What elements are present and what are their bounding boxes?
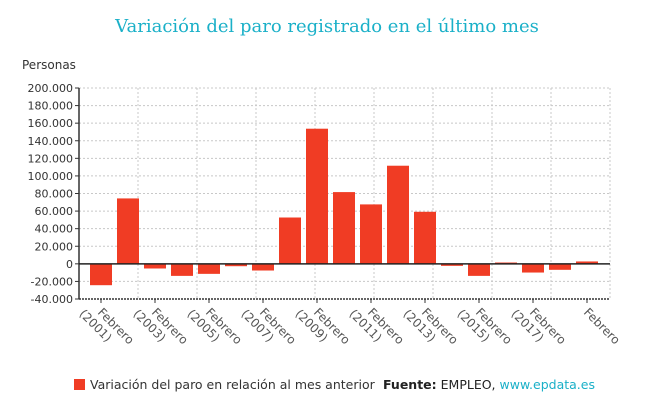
bar: [387, 165, 409, 264]
y-tick-label: 0: [66, 258, 73, 271]
y-tick-label: 100.000: [28, 170, 74, 183]
x-tick-label: Febrero(2011): [346, 297, 406, 357]
y-tick-label: 200.000: [28, 82, 74, 95]
bar: [522, 263, 544, 273]
y-axis-label: Personas: [22, 58, 76, 72]
y-tick-label: 60.000: [35, 205, 74, 218]
y-tick-label: 160.000: [28, 117, 74, 130]
bar: [306, 128, 328, 264]
legend-label: Variación del paro en relación al mes an…: [90, 377, 375, 392]
bar: [225, 263, 247, 267]
x-tick-label: Febrero: [581, 305, 623, 347]
y-tick-label: -20.000: [31, 275, 73, 288]
x-tick-label: Febrero(2015): [454, 297, 514, 357]
y-tick-label: 120.000: [28, 152, 74, 165]
y-tick-label: 40.000: [35, 223, 74, 236]
bar: [441, 263, 463, 266]
bar: [198, 263, 220, 274]
bar: [576, 261, 598, 264]
x-tick-label: Febrero(2001): [76, 297, 136, 357]
y-tick-label: 180.000: [28, 100, 74, 113]
y-tick-label: -40.000: [31, 293, 73, 306]
x-tick-label: Febrero(2017): [508, 297, 568, 357]
bar: [90, 263, 112, 286]
source-label: Fuente:: [383, 377, 437, 392]
legend: Variación del paro en relación al mes an…: [74, 377, 375, 392]
bar: [414, 211, 436, 264]
y-tick-label: 140.000: [28, 135, 74, 148]
bar: [117, 198, 139, 264]
bar: [171, 263, 193, 276]
source-link[interactable]: www.epdata.es: [499, 377, 595, 392]
bar: [279, 217, 301, 264]
x-tick-label: Febrero(2007): [238, 297, 298, 357]
bar: [333, 192, 355, 264]
bar: [252, 263, 274, 271]
x-tick-label: Febrero(2013): [400, 297, 460, 357]
x-tick-label: Febrero(2005): [184, 297, 244, 357]
bar: [144, 263, 166, 269]
source-note: Fuente: EMPLEO, www.epdata.es: [383, 377, 595, 392]
y-tick-label: 20.000: [35, 240, 74, 253]
bar: [549, 263, 571, 270]
source-text: EMPLEO,: [440, 377, 496, 392]
bar: [360, 204, 382, 264]
chart-title: Variación del paro registrado en el últi…: [115, 16, 539, 37]
bar: [468, 263, 490, 276]
x-tick-label: Febrero(2003): [130, 297, 190, 357]
x-tick-label: Febrero(2009): [292, 297, 352, 357]
legend-swatch: [74, 379, 85, 390]
y-tick-label: 80.000: [35, 188, 74, 201]
